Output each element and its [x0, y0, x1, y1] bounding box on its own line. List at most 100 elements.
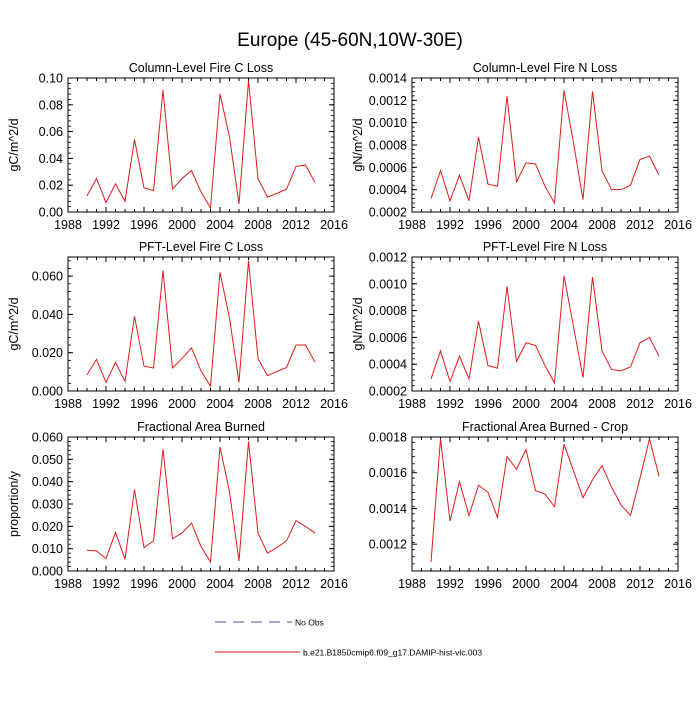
x-tick-label: 1992	[436, 397, 464, 411]
x-tick-label: 1988	[54, 218, 82, 232]
y-axis-label: gC/m^2/d	[7, 297, 21, 350]
x-tick-label: 1992	[436, 218, 464, 232]
x-tick-label: 2016	[664, 218, 692, 232]
panel-title: PFT-Level Fire C Loss	[139, 240, 263, 254]
x-tick-label: 1992	[92, 397, 120, 411]
y-tick-label: 0.0016	[369, 466, 407, 480]
chart-panel-2: Column-Level Fire N Loss gN/m^2/d 1988 1992…	[351, 61, 692, 232]
x-tick-label: 2016	[320, 577, 348, 591]
chart-panel-1: Column-Level Fire C Loss gC/m^2/d 1988 1992…	[7, 61, 348, 232]
plot-frame	[411, 77, 679, 213]
y-tick-label: 0.0002	[369, 385, 407, 399]
y-tick-label: 0.0008	[369, 139, 407, 153]
y-tick-label: 0.0014	[369, 72, 407, 86]
y-tick-label: 0.050	[32, 453, 63, 467]
panel-title: Column-Level Fire C Loss	[129, 61, 274, 75]
series-line	[86, 260, 316, 388]
y-tick-label: 0.0004	[369, 358, 407, 372]
y-tick-label: 0.000	[32, 565, 63, 579]
x-tick-label: 2012	[282, 577, 310, 591]
x-tick-label: 1988	[398, 397, 426, 411]
x-tick-label: 1988	[398, 577, 426, 591]
x-tick-label: 1988	[54, 397, 82, 411]
y-tick-label: 0.030	[32, 498, 63, 512]
x-tick-label: 2008	[588, 577, 616, 591]
y-tick-label: 0.0010	[369, 116, 407, 130]
x-tick-label: 2000	[512, 397, 540, 411]
x-tick-label: 2008	[244, 218, 272, 232]
y-tick-label: 0.0006	[369, 161, 407, 175]
series-line	[430, 438, 660, 563]
panel-title: Fractional Area Burned - Crop	[462, 420, 628, 434]
x-tick-label: 1996	[474, 218, 502, 232]
legend-label-1: No Obs	[295, 618, 324, 628]
x-tick-label: 1992	[92, 218, 120, 232]
x-tick-label: 1992	[436, 577, 464, 591]
y-tick-label: 0.0004	[369, 183, 407, 197]
x-tick-label: 2008	[244, 577, 272, 591]
x-tick-label: 1992	[92, 577, 120, 591]
legend-label-2: b.e21.B1850cmip6.f09_g17.DAMIP-hist-vlc.…	[303, 648, 482, 658]
plot-frame	[67, 436, 335, 572]
y-tick-label: 0.0012	[369, 538, 407, 552]
x-tick-label: 1996	[130, 577, 158, 591]
y-axis-label: gN/m^2/d	[351, 118, 365, 171]
y-tick-label: 0.060	[32, 431, 63, 445]
x-tick-label: 2004	[206, 577, 234, 591]
x-tick-label: 2004	[206, 218, 234, 232]
y-tick-label: 0.0002	[369, 206, 407, 220]
plot-frame	[411, 436, 679, 572]
y-axis-label: gC/m^2/d	[7, 118, 21, 171]
y-tick-label: 0.060	[32, 270, 63, 284]
y-axis-label: gN/m^2/d	[351, 297, 365, 350]
x-tick-label: 2016	[664, 397, 692, 411]
y-tick-label: 0.040	[32, 475, 63, 489]
y-tick-label: 0.0008	[369, 304, 407, 318]
x-tick-label: 2004	[550, 397, 578, 411]
y-tick-label: 0.0018	[369, 431, 407, 445]
x-tick-label: 2000	[512, 577, 540, 591]
x-tick-label: 2012	[626, 218, 654, 232]
x-tick-label: 1996	[130, 397, 158, 411]
y-tick-label: 0.020	[32, 346, 63, 360]
x-tick-label: 1988	[54, 577, 82, 591]
y-tick-label: 0.000	[32, 385, 63, 399]
x-tick-label: 1996	[474, 397, 502, 411]
y-tick-label: 0.0006	[369, 331, 407, 345]
x-tick-label: 2000	[168, 397, 196, 411]
series-line	[86, 80, 316, 210]
x-tick-label: 1996	[130, 218, 158, 232]
x-tick-label: 1996	[474, 577, 502, 591]
series-line	[86, 441, 316, 564]
y-tick-label: 0.04	[39, 152, 63, 166]
x-tick-label: 2012	[626, 577, 654, 591]
x-tick-label: 2004	[550, 577, 578, 591]
y-tick-label: 0.020	[32, 520, 63, 534]
chart-panel-5: Fractional Area Burned proportion/y 1988 19…	[7, 420, 348, 591]
x-tick-label: 2000	[168, 577, 196, 591]
y-tick-label: 0.10	[39, 72, 63, 86]
x-tick-label: 2012	[626, 397, 654, 411]
y-tick-label: 0.010	[32, 542, 63, 556]
y-tick-label: 0.00	[39, 206, 63, 220]
chart-panel-6: Fractional Area Burned - Crop 1988 1992 199…	[369, 420, 692, 591]
x-tick-label: 2016	[320, 218, 348, 232]
panel-title: Fractional Area Burned	[137, 420, 265, 434]
panel-title: Column-Level Fire N Loss	[473, 61, 618, 75]
x-tick-label: 2008	[588, 397, 616, 411]
y-tick-label: 0.0014	[369, 502, 407, 516]
chart-panel-4: PFT-Level Fire N Loss gN/m^2/d 1988 1992 199…	[351, 240, 692, 411]
x-tick-label: 2004	[550, 218, 578, 232]
x-tick-label: 2016	[664, 577, 692, 591]
x-tick-label: 2004	[206, 397, 234, 411]
x-tick-label: 2000	[512, 218, 540, 232]
y-tick-label: 0.0012	[369, 251, 407, 265]
plot-frame	[411, 256, 679, 392]
y-tick-label: 0.040	[32, 308, 63, 322]
series-line	[430, 275, 660, 385]
x-tick-label: 2000	[168, 218, 196, 232]
figure-title: Europe (45-60N,10W-30E)	[237, 30, 463, 51]
x-tick-label: 2012	[282, 397, 310, 411]
